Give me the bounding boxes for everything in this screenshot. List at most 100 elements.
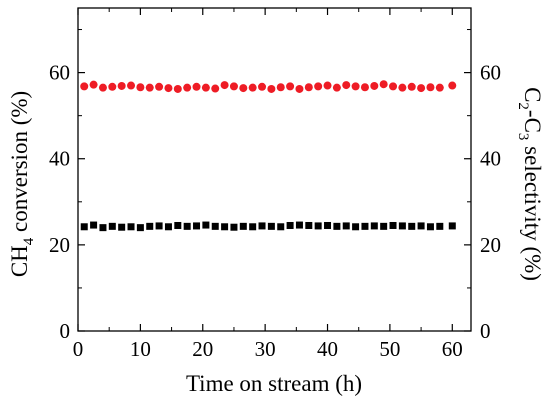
ch4-conversion-point <box>277 223 285 231</box>
c2-c3-selectivity-point <box>239 84 248 93</box>
c2-c3-selectivity-point <box>267 84 276 93</box>
c2-c3-selectivity-point <box>145 83 154 92</box>
y-left-title-subscript: 4 <box>21 237 37 245</box>
c2-c3-selectivity-point <box>332 83 341 92</box>
y-right-title-sub2: 3 <box>515 133 531 141</box>
c2-c3-selectivity-point <box>435 83 444 92</box>
ch4-conversion-point <box>99 224 107 232</box>
c2-c3-selectivity-point <box>136 83 145 92</box>
y-right-tick-label: 60 <box>480 61 501 85</box>
c2-c3-selectivity-point <box>117 81 126 90</box>
c2-c3-selectivity-point <box>304 83 313 92</box>
ch4-conversion-point <box>90 221 98 229</box>
c2-c3-selectivity-point <box>164 84 173 93</box>
tick-labels: 0 10 20 30 40 50 60 0 20 40 60 0 20 40 60 <box>49 61 501 361</box>
x-tick-label: 40 <box>317 337 338 361</box>
ch4-conversion-point <box>118 223 126 231</box>
ch4-conversion-point <box>305 221 313 229</box>
c2-c3-selectivity-point <box>201 83 210 92</box>
y-right-title-part3: selectivity (%) <box>520 140 545 281</box>
ch4-conversion-point <box>193 222 201 230</box>
c2-c3-selectivity-point <box>370 81 379 90</box>
x-tick-label: 60 <box>442 337 463 361</box>
ch4-conversion-point <box>136 224 144 232</box>
ch4-conversion-point <box>221 223 229 231</box>
c2-c3-selectivity-point <box>276 83 285 92</box>
y-left-tick-label: 40 <box>49 147 70 171</box>
y-right-title-sub1: 2 <box>515 102 531 110</box>
ch4-conversion-point <box>202 221 210 229</box>
ch4-conversion-point <box>324 221 332 229</box>
ch4-conversion-point <box>408 222 416 230</box>
ch4-conversion-point <box>174 221 182 229</box>
ch4-conversion-point <box>417 222 425 230</box>
ch4-conversion-point <box>249 223 257 231</box>
ch4-conversion-point <box>426 223 434 231</box>
ch4-conversion-point <box>286 221 294 229</box>
ch4-conversion-point <box>398 222 406 230</box>
x-tick-label: 10 <box>130 337 151 361</box>
c2-c3-selectivity-point <box>80 82 89 91</box>
ch4-conversion-point <box>448 222 456 230</box>
data-series <box>80 80 457 232</box>
ch4-conversion-point <box>146 222 154 230</box>
c2-c3-selectivity-point <box>89 80 98 89</box>
c2-c3-selectivity-point <box>248 83 257 92</box>
y-left-title-base: CH <box>7 245 32 277</box>
ch4-conversion-point <box>258 222 266 230</box>
ch4-conversion-point <box>389 221 397 229</box>
c2-c3-selectivity-point <box>407 82 416 91</box>
ch4-conversion-point <box>370 222 378 230</box>
y-left-tick-label: 20 <box>49 233 70 257</box>
y-right-tick-label: 20 <box>480 233 501 257</box>
c2-c3-selectivity-point <box>155 82 164 91</box>
y-right-tick-label: 40 <box>480 147 501 171</box>
ch4-conversion-point <box>155 222 163 230</box>
c2-c3-selectivity-point <box>173 84 182 93</box>
ch4-conversion-point <box>342 222 350 230</box>
x-tick-label: 30 <box>255 337 276 361</box>
ch4-conversion-point <box>127 223 135 231</box>
c2-c3-selectivity-point <box>108 82 117 91</box>
x-tick-label: 50 <box>379 337 400 361</box>
y-left-tick-label: 60 <box>49 61 70 85</box>
c2-c3-selectivity-series <box>80 80 457 93</box>
c2-c3-selectivity-point <box>98 83 107 92</box>
ch4-conversion-point <box>211 222 219 230</box>
ch4-conversion-point <box>267 222 275 230</box>
ch4-conversion-point <box>380 222 388 230</box>
c2-c3-selectivity-point <box>360 83 369 92</box>
c2-c3-selectivity-point <box>220 81 229 90</box>
ch4-conversion-series <box>80 221 456 232</box>
c2-c3-selectivity-point <box>258 82 267 91</box>
x-tick-label: 0 <box>73 337 84 361</box>
c2-c3-selectivity-point <box>286 82 295 91</box>
axis-ticks <box>77 8 471 332</box>
ch4-conversion-point <box>352 223 360 231</box>
c2-c3-selectivity-point <box>342 81 351 90</box>
ch4-conversion-point <box>436 222 444 230</box>
c2-c3-selectivity-point <box>295 84 304 93</box>
ch4-conversion-point <box>80 223 88 231</box>
x-tick-label: 20 <box>192 337 213 361</box>
c2-c3-selectivity-point <box>448 81 457 90</box>
c2-c3-selectivity-point <box>183 83 192 92</box>
y-right-tick-label: 0 <box>480 319 491 343</box>
c2-c3-selectivity-point <box>211 84 220 93</box>
x-axis-title: Time on stream (h) <box>186 371 362 396</box>
c2-c3-selectivity-point <box>417 84 426 93</box>
c2-c3-selectivity-point <box>379 80 388 89</box>
y-left-tick-label: 0 <box>60 319 71 343</box>
plot-border <box>77 7 472 332</box>
ch4-conversion-point <box>295 221 303 229</box>
c2-c3-selectivity-point <box>426 83 435 92</box>
c2-c3-selectivity-point <box>127 81 136 90</box>
c2-c3-selectivity-point <box>351 82 360 91</box>
y-axis-right-title: C2-C3 selectivity (%) <box>515 87 545 281</box>
c2-c3-selectivity-point <box>314 82 323 91</box>
ch4-conversion-point <box>164 223 172 231</box>
ch4-conversion-point <box>361 222 369 230</box>
ch4-conversion-point <box>183 222 191 230</box>
c2-c3-selectivity-point <box>398 83 407 92</box>
